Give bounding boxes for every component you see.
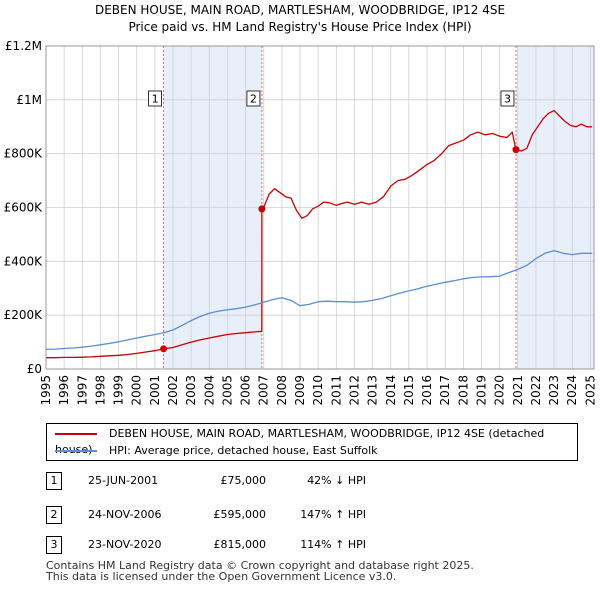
x-tick-label: 2000 bbox=[130, 375, 144, 406]
chart-title-block: DEBEN HOUSE, MAIN ROAD, MARTLESHAM, WOOD… bbox=[0, 2, 600, 36]
sale-markers: 1 2 3 bbox=[148, 90, 520, 353]
sale-marker-box bbox=[148, 90, 162, 107]
hpi-line bbox=[45, 249, 593, 351]
x-tick-label: 2023 bbox=[547, 375, 561, 406]
legend-label-property: DEBEN HOUSE, MAIN ROAD, MARTLESHAM, WOOD… bbox=[55, 427, 545, 456]
x-tick-label: 2003 bbox=[184, 375, 198, 406]
sale-marker-label: 3 bbox=[504, 93, 511, 106]
y-tick-label: £0 bbox=[27, 362, 42, 376]
chart-title: DEBEN HOUSE, MAIN ROAD, MARTLESHAM, WOOD… bbox=[94, 3, 506, 17]
grid-lines bbox=[45, 45, 594, 370]
x-tick-label: 2025 bbox=[583, 375, 597, 406]
sale-date: 24-NOV-2006 bbox=[88, 508, 162, 521]
sale-date: 23-NOV-2020 bbox=[88, 538, 162, 551]
x-tick-label: 2009 bbox=[293, 375, 307, 406]
x-tick-label: 2007 bbox=[257, 375, 271, 406]
x-tick-label: 2012 bbox=[347, 375, 361, 406]
x-tick-label: 1998 bbox=[93, 375, 107, 406]
legend-item-property: DEBEN HOUSE, MAIN ROAD, MARTLESHAM, WOOD… bbox=[55, 426, 577, 456]
legend-label-hpi: HPI: Average price, detached house, East… bbox=[109, 444, 378, 457]
sale-price: £595,000 bbox=[213, 508, 267, 521]
x-tick-label: 2017 bbox=[438, 375, 452, 406]
x-tick-label: 2020 bbox=[493, 375, 507, 406]
x-tick-label: 2011 bbox=[329, 375, 343, 406]
price-chart: 1 2 3 £0 £200K £400K £600K £800K £1M £1.2M 1995 19… bbox=[4, 39, 598, 406]
x-tick-label: 2021 bbox=[511, 375, 525, 406]
footer-licence: This data is licensed under the Open Gov… bbox=[46, 570, 397, 583]
legend-swatch-hpi bbox=[55, 450, 97, 452]
sale-number: 1 bbox=[46, 472, 62, 490]
x-tick-label: 2004 bbox=[202, 375, 216, 406]
y-tick-label: £1M bbox=[16, 93, 42, 107]
chart-subtitle: Price paid vs. HM Land Registry's House … bbox=[128, 20, 472, 34]
sale-number: 3 bbox=[46, 536, 62, 554]
legend-item-hpi: HPI: Average price, detached house, East… bbox=[55, 443, 378, 459]
sale-point bbox=[258, 205, 266, 213]
axis-labels: £0 £200K £400K £600K £800K £1M £1.2M 1995 1996 19… bbox=[4, 39, 598, 406]
sale-marker-label: 2 bbox=[250, 93, 257, 106]
x-tick-label: 2013 bbox=[366, 375, 380, 406]
sale-hpi-change: 114% ↑ HPI bbox=[300, 538, 366, 551]
sale-hpi-change: 147% ↑ HPI bbox=[300, 508, 366, 521]
x-tick-label: 1996 bbox=[57, 375, 71, 406]
footer: Contains HM Land Registry data © Crown c… bbox=[46, 560, 474, 582]
y-tick-label: £1.2M bbox=[5, 39, 42, 53]
x-tick-label: 2001 bbox=[148, 375, 162, 406]
x-tick-label: 2022 bbox=[529, 375, 543, 406]
sale-price: £815,000 bbox=[213, 538, 267, 551]
x-tick-label: 1999 bbox=[112, 375, 126, 406]
legend: DEBEN HOUSE, MAIN ROAD, MARTLESHAM, WOOD… bbox=[46, 423, 578, 461]
footer-copyright: Contains HM Land Registry data © Crown c… bbox=[46, 559, 474, 572]
x-tick-label: 2018 bbox=[456, 375, 470, 406]
x-tick-label: 2006 bbox=[239, 375, 253, 406]
x-tick-label: 2010 bbox=[311, 375, 325, 406]
x-tick-label: 2005 bbox=[220, 375, 234, 406]
series-lines bbox=[45, 109, 593, 359]
legend-swatch-property bbox=[55, 433, 97, 435]
sale-marker-box bbox=[500, 90, 515, 107]
sale-marker-box bbox=[246, 90, 261, 107]
y-tick-label: £400K bbox=[4, 254, 44, 268]
sale-point bbox=[512, 146, 520, 154]
x-tick-label: 2016 bbox=[420, 375, 434, 406]
y-tick-label: £200K bbox=[4, 308, 44, 322]
sale-hpi-change: 42% ↓ HPI bbox=[307, 474, 366, 487]
x-tick-label: 1995 bbox=[39, 375, 53, 406]
x-tick-label: 2019 bbox=[474, 375, 488, 406]
x-tick-label: 2015 bbox=[402, 375, 416, 406]
y-tick-label: £800K bbox=[4, 147, 44, 161]
x-tick-label: 2014 bbox=[384, 375, 398, 406]
x-tick-label: 2008 bbox=[275, 375, 289, 406]
sale-number: 2 bbox=[46, 506, 62, 524]
property-price-line bbox=[46, 109, 593, 359]
y-tick-label: £600K bbox=[4, 201, 44, 215]
sale-marker-label: 1 bbox=[152, 93, 159, 106]
sale-date: 25-JUN-2001 bbox=[88, 474, 159, 487]
sale-price: £75,000 bbox=[220, 474, 267, 487]
x-tick-label: 1997 bbox=[75, 375, 89, 406]
x-tick-label: 2024 bbox=[565, 375, 579, 406]
x-tick-label: 2002 bbox=[166, 375, 180, 406]
sale-point bbox=[160, 345, 168, 353]
plot-frame bbox=[45, 45, 595, 370]
